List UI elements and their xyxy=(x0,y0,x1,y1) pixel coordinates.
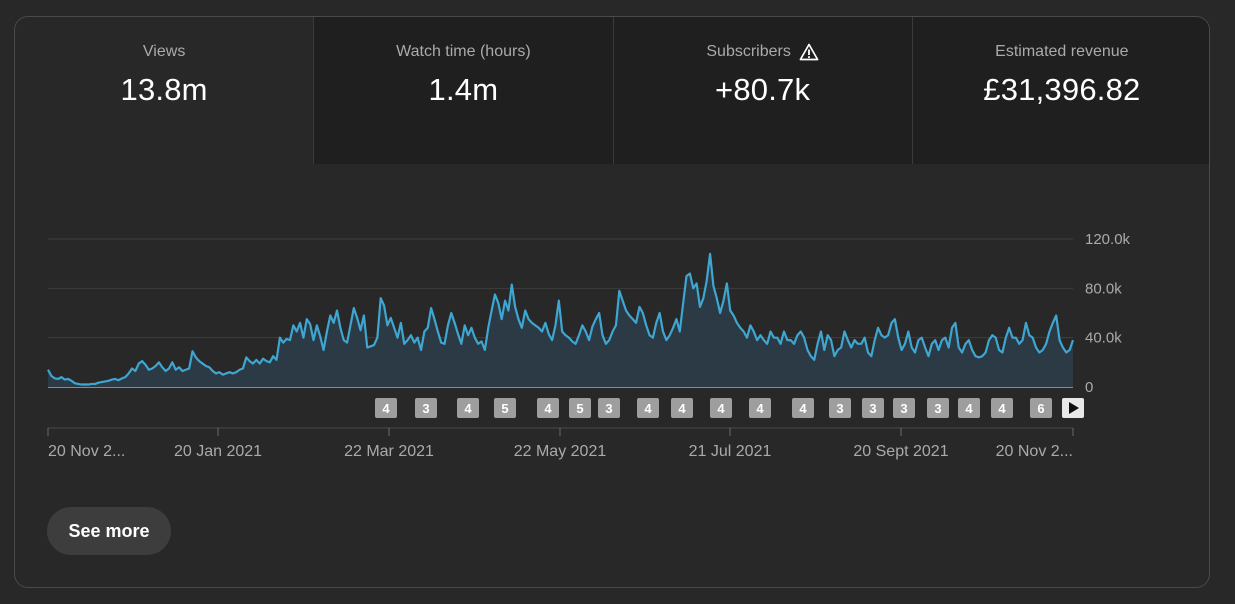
annotation-marker[interactable] xyxy=(958,398,980,418)
x-tick-label: 20 Jan 2021 xyxy=(174,443,262,460)
x-tick-label: 20 Nov 2... xyxy=(996,443,1073,460)
tab-views-value: 13.8m xyxy=(120,72,208,107)
y-tick-label: 40.0k xyxy=(1085,330,1122,347)
annotation-marker-label: 5 xyxy=(501,401,508,416)
annotation-marker[interactable] xyxy=(494,398,516,418)
annotation-marker-label: 6 xyxy=(1037,401,1044,416)
x-tick-label: 21 Jul 2021 xyxy=(689,443,772,460)
annotation-marker[interactable] xyxy=(375,398,397,418)
annotation-marker-label: 4 xyxy=(464,401,472,416)
y-tick-label: 0 xyxy=(1085,379,1093,396)
annotation-marker-label: 4 xyxy=(678,401,686,416)
annotation-marker-label: 4 xyxy=(544,401,552,416)
annotation-marker-label: 5 xyxy=(576,401,583,416)
annotation-marker-label: 4 xyxy=(799,401,807,416)
tab-watch-time[interactable]: Watch time (hours) 1.4m xyxy=(313,17,613,164)
annotation-marker-label: 4 xyxy=(717,401,725,416)
x-tick-label: 20 Sept 2021 xyxy=(853,443,948,460)
annotation-marker[interactable] xyxy=(598,398,620,418)
annotation-marker-label: 3 xyxy=(836,401,843,416)
tab-estimated-revenue-title: Estimated revenue xyxy=(995,43,1129,60)
metric-tabs: Views 13.8m Watch time (hours) 1.4m Subs… xyxy=(15,17,1209,164)
annotation-marker-label: 4 xyxy=(998,401,1006,416)
annotation-marker[interactable] xyxy=(415,398,437,418)
x-tick-label: 22 Mar 2021 xyxy=(344,443,434,460)
analytics-card: 0 40.0k 80.0k 120.0k 4 3 4 5 4 5 3 4 4 4 4 4 3 3 3 3 4 4 6 20 N… xyxy=(14,16,1210,588)
annotation-marker[interactable] xyxy=(893,398,915,418)
tab-watch-time-value: 1.4m xyxy=(428,72,499,107)
annotation-marker[interactable] xyxy=(637,398,659,418)
tab-watch-time-title: Watch time (hours) xyxy=(396,43,531,60)
annotation-marker-label: 4 xyxy=(756,401,764,416)
annotation-marker-label: 4 xyxy=(644,401,652,416)
annotation-marker[interactable] xyxy=(862,398,884,418)
annotation-marker-label: 3 xyxy=(422,401,429,416)
views-chart: 0 40.0k 80.0k 120.0k 4 3 4 5 4 5 3 4 4 4 4 4 3 3 3 3 4 4 6 20 N… xyxy=(47,231,1131,460)
annotation-marker[interactable] xyxy=(1030,398,1052,418)
tab-estimated-revenue[interactable]: Estimated revenue £31,396.82 xyxy=(911,17,1209,164)
annotation-marker[interactable] xyxy=(927,398,949,418)
annotation-marker[interactable] xyxy=(457,398,479,418)
annotation-marker-label: 4 xyxy=(965,401,973,416)
series-line xyxy=(47,252,1075,386)
annotation-marker[interactable] xyxy=(749,398,771,418)
tab-subscribers[interactable]: Subscribers +80.7k xyxy=(612,17,912,164)
tab-views-title: Views xyxy=(142,43,186,60)
annotation-marker[interactable] xyxy=(792,398,814,418)
x-tick-label: 20 Nov 2... xyxy=(48,443,125,460)
annotation-marker[interactable] xyxy=(537,398,559,418)
annotation-marker-label: 3 xyxy=(605,401,612,416)
play-arrow-icon xyxy=(1069,402,1079,414)
annotation-marker-label: 3 xyxy=(934,401,941,416)
annotation-marker-label: 3 xyxy=(900,401,907,416)
y-tick-label: 120.0k xyxy=(1085,231,1131,248)
tab-views[interactable]: Views 13.8m xyxy=(15,17,314,164)
annotation-marker-label: 3 xyxy=(869,401,876,416)
annotation-marker[interactable] xyxy=(991,398,1013,418)
tab-subscribers-title: Subscribers xyxy=(706,43,791,60)
annotation-marker-label: 4 xyxy=(382,401,390,416)
annotation-marker[interactable] xyxy=(710,398,732,418)
annotation-marker[interactable] xyxy=(829,398,851,418)
tab-estimated-revenue-value: £31,396.82 xyxy=(983,72,1141,107)
annotation-marker[interactable] xyxy=(569,398,591,418)
see-more-button[interactable]: See more xyxy=(47,507,171,555)
tab-subscribers-value: +80.7k xyxy=(715,72,811,107)
y-tick-label: 80.0k xyxy=(1085,280,1122,297)
x-tick-label: 22 May 2021 xyxy=(514,443,607,460)
warning-icon[interactable] xyxy=(799,43,819,61)
annotation-marker[interactable] xyxy=(671,398,693,418)
